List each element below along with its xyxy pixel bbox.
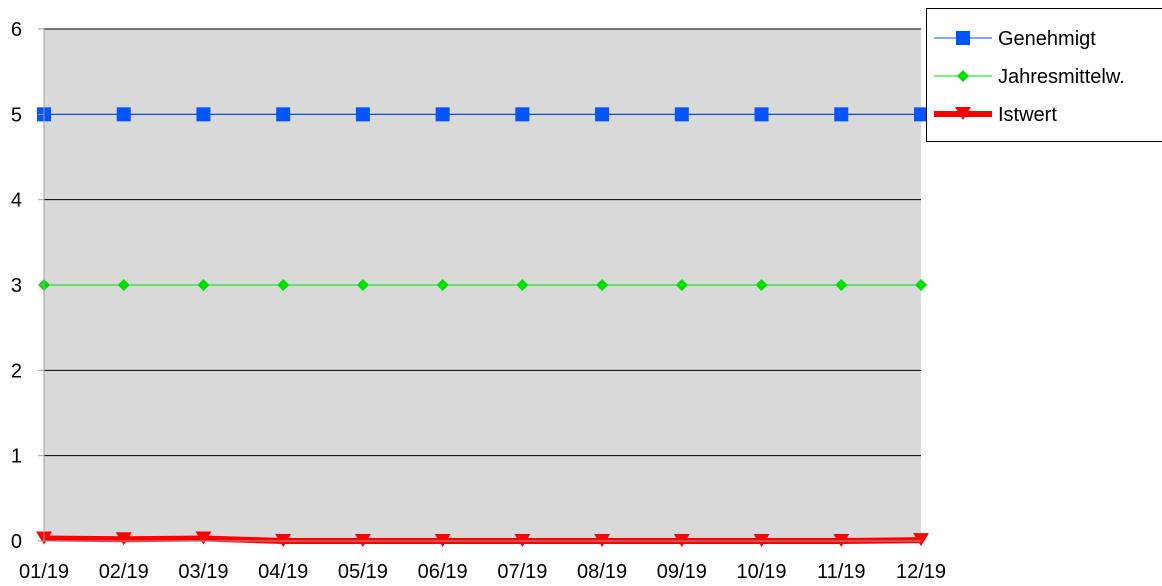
- y-tick-label: 4: [11, 190, 22, 212]
- data-point: [913, 533, 929, 547]
- data-point: [596, 279, 609, 291]
- data-point: [277, 279, 290, 291]
- x-tick-label: 10/19: [737, 561, 787, 583]
- x-tick-label: 03/19: [178, 561, 228, 583]
- data-point: [196, 107, 211, 122]
- data-point: [835, 279, 848, 291]
- series-1: [38, 279, 927, 291]
- legend-swatch-marker: [957, 70, 969, 82]
- data-point: [355, 107, 370, 122]
- y-tick-label: 1: [11, 446, 22, 468]
- data-point: [195, 531, 212, 545]
- legend: Genehmigt Jahresmittelw. Istwert: [926, 8, 1162, 142]
- data-point: [117, 279, 130, 291]
- data-point: [435, 107, 450, 122]
- y-tick-label: 5: [11, 104, 22, 126]
- data-point: [915, 279, 927, 291]
- data-point: [515, 107, 530, 122]
- x-tick-label: 02/19: [99, 561, 149, 583]
- legend-label: Genehmigt: [998, 28, 1096, 50]
- data-point: [754, 107, 769, 122]
- data-point: [356, 279, 369, 291]
- data-point: [675, 279, 688, 291]
- x-tick-label: 11/19: [817, 561, 866, 583]
- x-tick-label: 06/19: [418, 561, 468, 583]
- data-point: [674, 107, 689, 122]
- x-tick-label: 08/19: [577, 561, 627, 583]
- legend-swatch-marker: [955, 107, 971, 120]
- legend-label: Jahresmittelw.: [998, 66, 1125, 88]
- x-tick-label: 09/19: [657, 561, 707, 583]
- y-tick-label: 2: [11, 360, 22, 382]
- data-point: [436, 279, 449, 291]
- data-point: [516, 279, 529, 291]
- y-tick-label: 3: [11, 275, 22, 297]
- data-point: [914, 107, 928, 122]
- x-tick-label: 12/19: [896, 561, 946, 583]
- x-tick-label: 07/19: [497, 561, 547, 583]
- x-tick-label: 04/19: [258, 561, 308, 583]
- x-tick-label: 05/19: [338, 561, 388, 583]
- x-tick-label: 01/19: [19, 561, 69, 583]
- legend-swatch-marker: [956, 31, 970, 45]
- data-point: [755, 279, 768, 291]
- y-tick-label: 6: [11, 19, 22, 41]
- legend-label: Istwert: [998, 104, 1057, 126]
- data-point: [834, 107, 849, 122]
- data-point: [276, 107, 291, 122]
- y-tick-label: 0: [11, 531, 22, 553]
- data-point: [595, 107, 610, 122]
- data-point: [115, 532, 132, 546]
- data-point: [197, 279, 210, 291]
- data-point: [116, 107, 131, 122]
